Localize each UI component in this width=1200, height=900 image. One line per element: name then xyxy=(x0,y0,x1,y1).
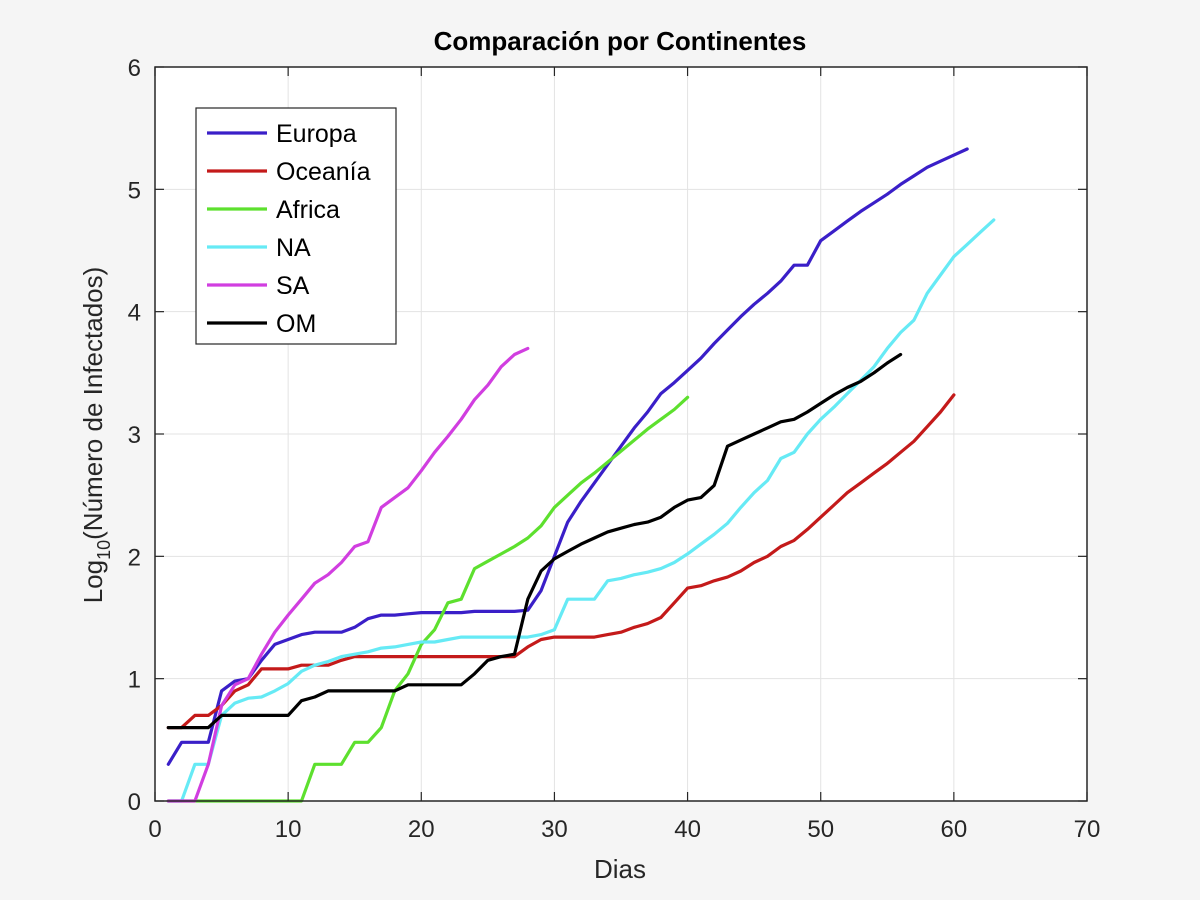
x-tick-label: 0 xyxy=(148,816,161,843)
legend-label-oceania: Oceanía xyxy=(276,158,371,186)
legend-box xyxy=(195,107,397,345)
y-axis-title-prefix: Log xyxy=(78,560,108,603)
x-tick-label: 20 xyxy=(408,816,435,843)
y-tick-label: 0 xyxy=(128,789,141,816)
legend-label-africa: Africa xyxy=(276,196,340,224)
series-line-oceania xyxy=(166,393,956,730)
x-tick-label: 30 xyxy=(541,816,568,843)
x-tick-label: 40 xyxy=(674,816,701,843)
legend-label-europa: Europa xyxy=(276,120,357,148)
chart-title: Comparación por Continentes xyxy=(434,26,807,56)
legend-label-na: NA xyxy=(276,234,311,262)
y-tick-labels: 0 1 2 3 4 5 6 xyxy=(128,55,141,816)
x-tick-label: 70 xyxy=(1074,816,1101,843)
x-tick-labels: 0 10 20 30 40 50 60 70 xyxy=(148,816,1100,843)
legend: Europa Oceanía Africa NA SA OM xyxy=(195,107,397,345)
y-tick-label: 2 xyxy=(128,544,141,571)
y-axis-title-subscript: 10 xyxy=(94,540,114,560)
series-line-europa xyxy=(166,147,969,766)
tick-marks xyxy=(154,66,1088,802)
y-tick-label: 5 xyxy=(128,177,141,204)
y-axis-title: Log10(Número de Infectados) xyxy=(78,267,114,604)
y-tick-label: 3 xyxy=(128,422,141,449)
y-tick-label: 4 xyxy=(128,300,141,327)
y-tick-label: 6 xyxy=(128,55,141,82)
x-tick-label: 50 xyxy=(807,816,834,843)
y-tick-label: 1 xyxy=(128,667,141,694)
x-axis-title: Dias xyxy=(594,854,646,884)
series-line-sa xyxy=(166,346,530,803)
x-tick-label: 10 xyxy=(275,816,302,843)
legend-label-sa: SA xyxy=(276,272,310,300)
series-line-om xyxy=(166,352,903,730)
y-axis-title-suffix: (Número de Infectados) xyxy=(78,267,108,540)
legend-label-om: OM xyxy=(276,310,316,338)
x-tick-label: 60 xyxy=(941,816,968,843)
